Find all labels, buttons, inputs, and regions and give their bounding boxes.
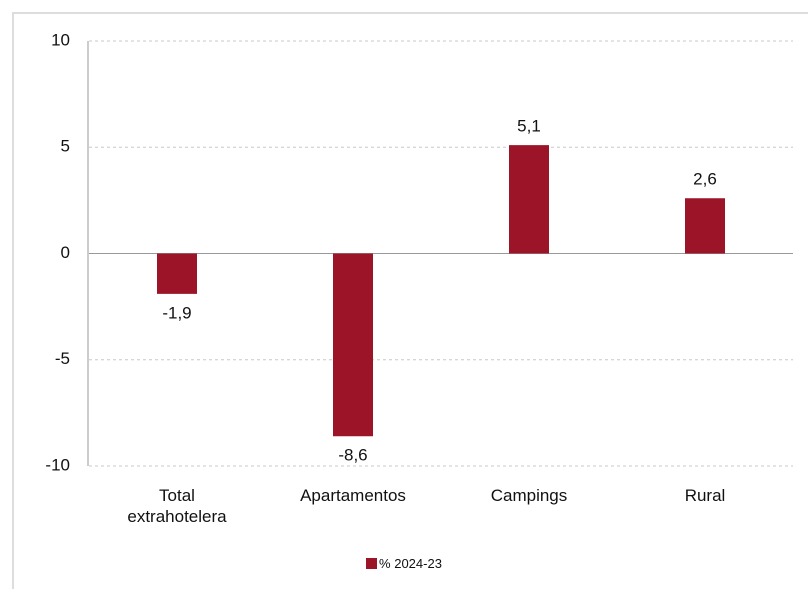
x-tick-label: Campings [490,486,568,505]
bar [333,253,373,437]
value-label: -8,6 [338,446,367,465]
bar [157,253,197,294]
x-tick-label: Apartamentos [300,486,406,505]
value-label: 5,1 [517,117,541,136]
y-tick-label: 5 [61,137,70,156]
bar [509,145,549,254]
value-label: -1,9 [162,303,191,322]
bar [685,198,725,254]
y-tick-label: 0 [61,243,70,262]
value-label: 2,6 [693,170,717,189]
x-tick-label: Total extrahotelera [127,486,227,526]
x-tick-label: Rural [684,486,726,505]
y-tick-label: 10 [51,30,70,49]
legend: % 2024-23 [0,556,808,571]
chart-frame [12,12,808,589]
y-tick-label: -10 [45,455,70,474]
y-tick-label: -5 [55,349,70,368]
legend-swatch [366,558,378,569]
legend-label: % 2024-23 [379,556,442,571]
